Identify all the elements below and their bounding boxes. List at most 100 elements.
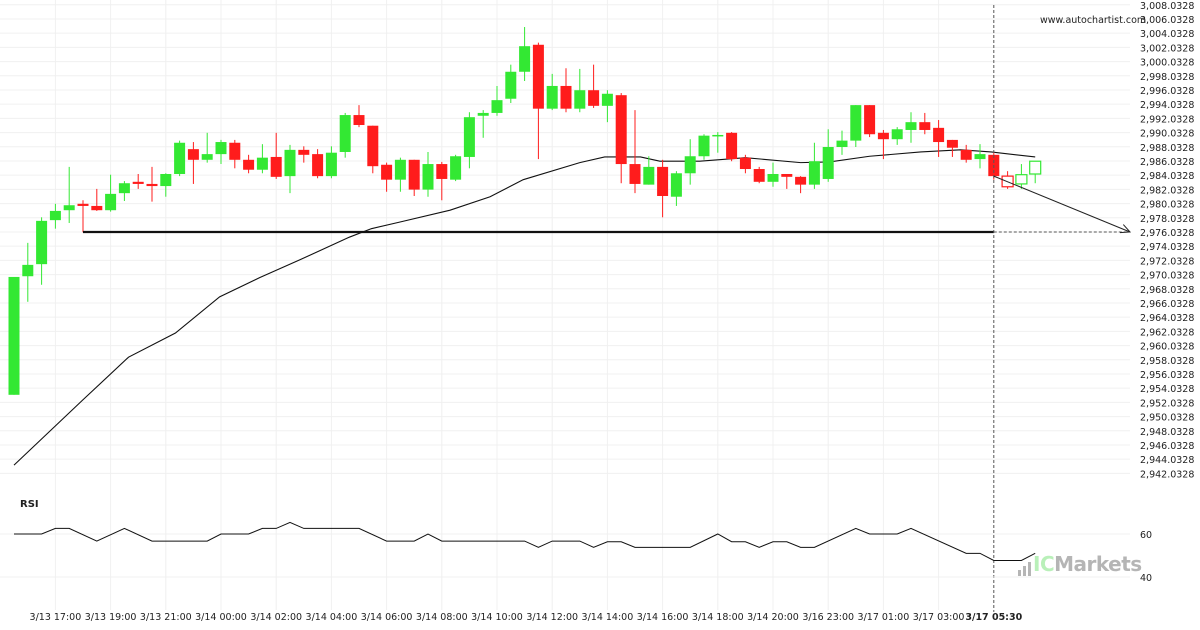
- bearish-candle: [960, 144, 972, 163]
- candle-body: [974, 154, 986, 160]
- price-tick-label: 2,972.0328: [1140, 256, 1194, 267]
- bullish-candle: [450, 154, 462, 182]
- moving-average: [13, 149, 1036, 466]
- bullish-candle: [256, 144, 268, 174]
- bullish-candle: [8, 276, 20, 395]
- bullish-candle: [505, 64, 517, 103]
- time-tick-label: 3/14 14:00: [582, 612, 634, 623]
- price-tick-label: 2,948.0328: [1140, 427, 1194, 438]
- candle-body: [629, 164, 641, 184]
- bearish-candle: [436, 161, 448, 201]
- price-tick-label: 2,958.0328: [1140, 356, 1194, 367]
- bearish-candle: [298, 146, 310, 163]
- time-tick-label: 3/14 02:00: [250, 612, 302, 623]
- candle-body: [339, 115, 351, 152]
- bullish-candle: [422, 151, 434, 197]
- bullish-candle: [808, 142, 820, 189]
- bearish-candle: [615, 93, 627, 184]
- candle-body: [118, 183, 130, 194]
- price-tick-label: 2,988.0328: [1140, 143, 1194, 154]
- price-tick-label: 3,002.0328: [1140, 43, 1194, 54]
- candle-body: [256, 157, 268, 170]
- candle-body: [215, 142, 227, 155]
- price-tick-label: 2,962.0328: [1140, 327, 1194, 338]
- time-axis: 3/13 17:00 3/13 19:00 3/13 21:00 3/14 00:00…: [30, 612, 1023, 623]
- bearish-candle: [726, 132, 738, 162]
- bullish-candle: [394, 157, 406, 192]
- candle-body: [781, 173, 793, 177]
- candle-body: [615, 95, 627, 165]
- candle-body: [933, 127, 945, 143]
- bullish-candle: [284, 144, 296, 194]
- rsi-tick-label: 40: [1140, 573, 1152, 584]
- bullish-candle: [836, 130, 848, 155]
- candle-body: [960, 149, 972, 160]
- price-tick-label: 3,004.0328: [1140, 29, 1194, 40]
- price-tick-label: 2,950.0328: [1140, 413, 1194, 424]
- bullish-candle: [477, 110, 489, 138]
- bullish-candle: [1015, 164, 1028, 189]
- bullish-candle: [463, 112, 475, 169]
- time-tick-label: 3/13 21:00: [140, 612, 192, 623]
- bearish-candle: [933, 120, 945, 157]
- bearish-candle: [877, 129, 889, 160]
- candle-body: [808, 161, 820, 185]
- bearish-candle: [753, 166, 765, 184]
- bullish-candle: [974, 144, 986, 169]
- bullish-candle: [174, 140, 186, 177]
- candle-body: [491, 100, 503, 113]
- price-tick-label: 2,944.0328: [1140, 455, 1194, 466]
- bullish-candle: [684, 139, 696, 185]
- price-tick-label: 2,984.0328: [1140, 171, 1194, 182]
- price-tick-label: 2,992.0328: [1140, 114, 1194, 125]
- bearish-candle: [243, 154, 255, 174]
- bullish-candle: [670, 171, 682, 206]
- time-tick-label: 3/14 12:00: [526, 612, 578, 623]
- candle-body: [519, 46, 531, 72]
- bullish-candle: [49, 203, 61, 229]
- bullish-candle: [891, 127, 903, 145]
- candle-body: [905, 122, 917, 130]
- bearish-candle: [781, 173, 793, 189]
- bearish-candle: [77, 200, 89, 233]
- candle-body: [684, 156, 696, 174]
- bearish-candle: [919, 112, 931, 135]
- bullish-candle: [712, 132, 724, 153]
- bearish-candle: [408, 159, 420, 197]
- brand-prefix: IC: [1033, 552, 1055, 576]
- candle-body: [8, 276, 20, 395]
- bullish-candle: [160, 173, 172, 197]
- bullish-candle: [698, 134, 710, 160]
- time-tick-label: 3/16 23:00: [802, 612, 854, 623]
- price-tick-label: 3,008.0328: [1140, 1, 1194, 12]
- bars-icon: [1018, 560, 1031, 576]
- candle-body: [325, 152, 337, 177]
- bearish-candle: [864, 105, 876, 138]
- bullish-candle: [546, 73, 558, 111]
- candle-body: [243, 159, 255, 170]
- candle-body: [298, 149, 310, 155]
- candle-body: [436, 164, 448, 179]
- candle-body: [146, 183, 158, 187]
- candle-body: [1015, 174, 1028, 185]
- price-tick-label: 2,966.0328: [1140, 299, 1194, 310]
- candle-body: [822, 147, 834, 179]
- pattern-overlay: [83, 5, 1132, 612]
- candle-body: [187, 149, 199, 160]
- moving-average-line: [13, 149, 1036, 466]
- time-tick-label: 3/14 00:00: [195, 612, 247, 623]
- candle-body: [367, 125, 379, 167]
- price-tick-label: 2,960.0328: [1140, 342, 1194, 353]
- bullish-candle: [574, 68, 586, 113]
- candle-body: [105, 193, 117, 211]
- candle-body: [850, 105, 862, 141]
- candle-body: [91, 205, 103, 211]
- bearish-candle: [560, 68, 572, 113]
- bearish-candle: [739, 154, 751, 174]
- time-tick-label: 3/14 16:00: [637, 612, 689, 623]
- bullish-candle: [201, 132, 213, 163]
- price-tick-label: 2,952.0328: [1140, 398, 1194, 409]
- candle-body: [546, 85, 558, 109]
- bearish-candle: [353, 105, 365, 128]
- price-tick-label: 2,954.0328: [1140, 384, 1194, 395]
